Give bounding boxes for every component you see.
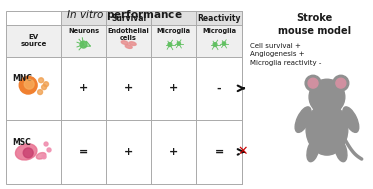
Text: Cell survival +
Angiogenesis +
Microglia reactivity -: Cell survival + Angiogenesis + Microglia… [250,43,321,66]
Bar [6,11,242,184]
Text: ✕: ✕ [237,145,248,158]
Ellipse shape [335,139,347,162]
Text: -: - [217,83,221,93]
Text: Endothelial
cells: Endothelial cells [108,28,150,41]
Ellipse shape [121,41,128,44]
Text: +: + [169,147,178,157]
Text: +: + [169,83,178,93]
Text: Microglia: Microglia [157,28,191,34]
Text: +: + [79,83,88,93]
Text: +: + [124,83,133,93]
Text: $\it{In\ vitro}$ performance: $\it{In\ vitro}$ performance [66,8,182,22]
Text: Neurons: Neurons [68,28,99,34]
Ellipse shape [129,42,136,45]
Text: =: = [214,147,224,157]
Circle shape [47,148,51,152]
Text: Survival: Survival [111,14,146,23]
Circle shape [213,43,217,46]
Text: Microglia: Microglia [202,28,236,34]
Ellipse shape [306,104,348,155]
Text: Reactivity: Reactivity [197,14,241,23]
Circle shape [305,75,321,91]
Circle shape [168,43,172,46]
Circle shape [308,78,318,88]
Ellipse shape [15,144,37,160]
Text: EV
source: EV source [21,34,47,47]
Text: +: + [124,147,133,157]
Circle shape [333,75,349,91]
Circle shape [177,42,181,45]
Bar [197,11,242,25]
Bar [6,25,242,57]
Circle shape [44,82,48,87]
Ellipse shape [36,153,46,159]
Circle shape [42,155,46,159]
Circle shape [24,79,34,89]
Ellipse shape [125,45,132,48]
Circle shape [38,90,43,94]
Text: MNC: MNC [12,74,32,83]
Ellipse shape [307,139,319,162]
Text: =: = [79,147,88,157]
Ellipse shape [295,107,311,132]
Circle shape [19,76,37,94]
Circle shape [309,79,345,115]
Bar [61,11,197,25]
Circle shape [39,78,44,83]
Circle shape [41,85,47,90]
Text: Stroke
mouse model: Stroke mouse model [278,13,351,36]
Text: MSC: MSC [12,138,31,146]
Circle shape [336,78,346,88]
Ellipse shape [343,107,359,132]
Circle shape [23,148,33,158]
Circle shape [222,42,226,45]
Circle shape [80,41,87,48]
Circle shape [44,142,48,146]
